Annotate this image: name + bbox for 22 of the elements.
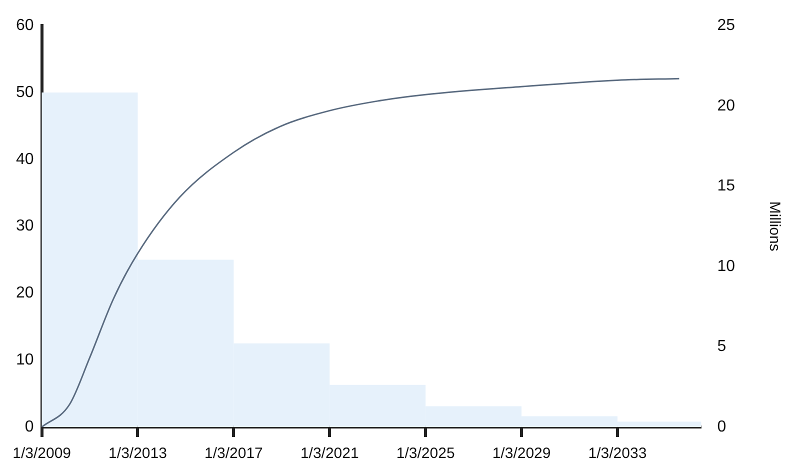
y2-tick-label: 25 [717, 17, 736, 34]
y2-tick-label: 10 [717, 258, 736, 275]
y-tick-label: 40 [16, 150, 34, 168]
y-tick-label: 30 [16, 218, 34, 235]
y-tick-label: 20 [16, 284, 34, 302]
x-tick-label: 1/3/2033 [588, 445, 647, 462]
x-tick-label: 1/3/2017 [204, 445, 263, 462]
y2-tick-label: 15 [717, 178, 736, 195]
y2-tick-label: 5 [717, 338, 726, 356]
y-tick-label: 10 [16, 352, 34, 369]
line-series [42, 78, 680, 427]
y2-tick-label: 20 [717, 97, 736, 114]
y2-tick-label: 0 [717, 418, 726, 436]
x-tick-label: 1/3/2009 [12, 445, 71, 462]
x-tick-label: 1/3/2013 [108, 445, 167, 462]
x-tick-label: 1/3/2025 [396, 445, 455, 462]
y2-axis-title: Millions [766, 201, 783, 252]
y-tick-label: 60 [16, 17, 34, 34]
x-tick-label: 1/3/2029 [492, 445, 551, 462]
y-tick-label: 0 [24, 418, 34, 436]
x-tick-label: 1/3/2021 [300, 445, 359, 462]
y-tick-label: 50 [16, 84, 34, 101]
